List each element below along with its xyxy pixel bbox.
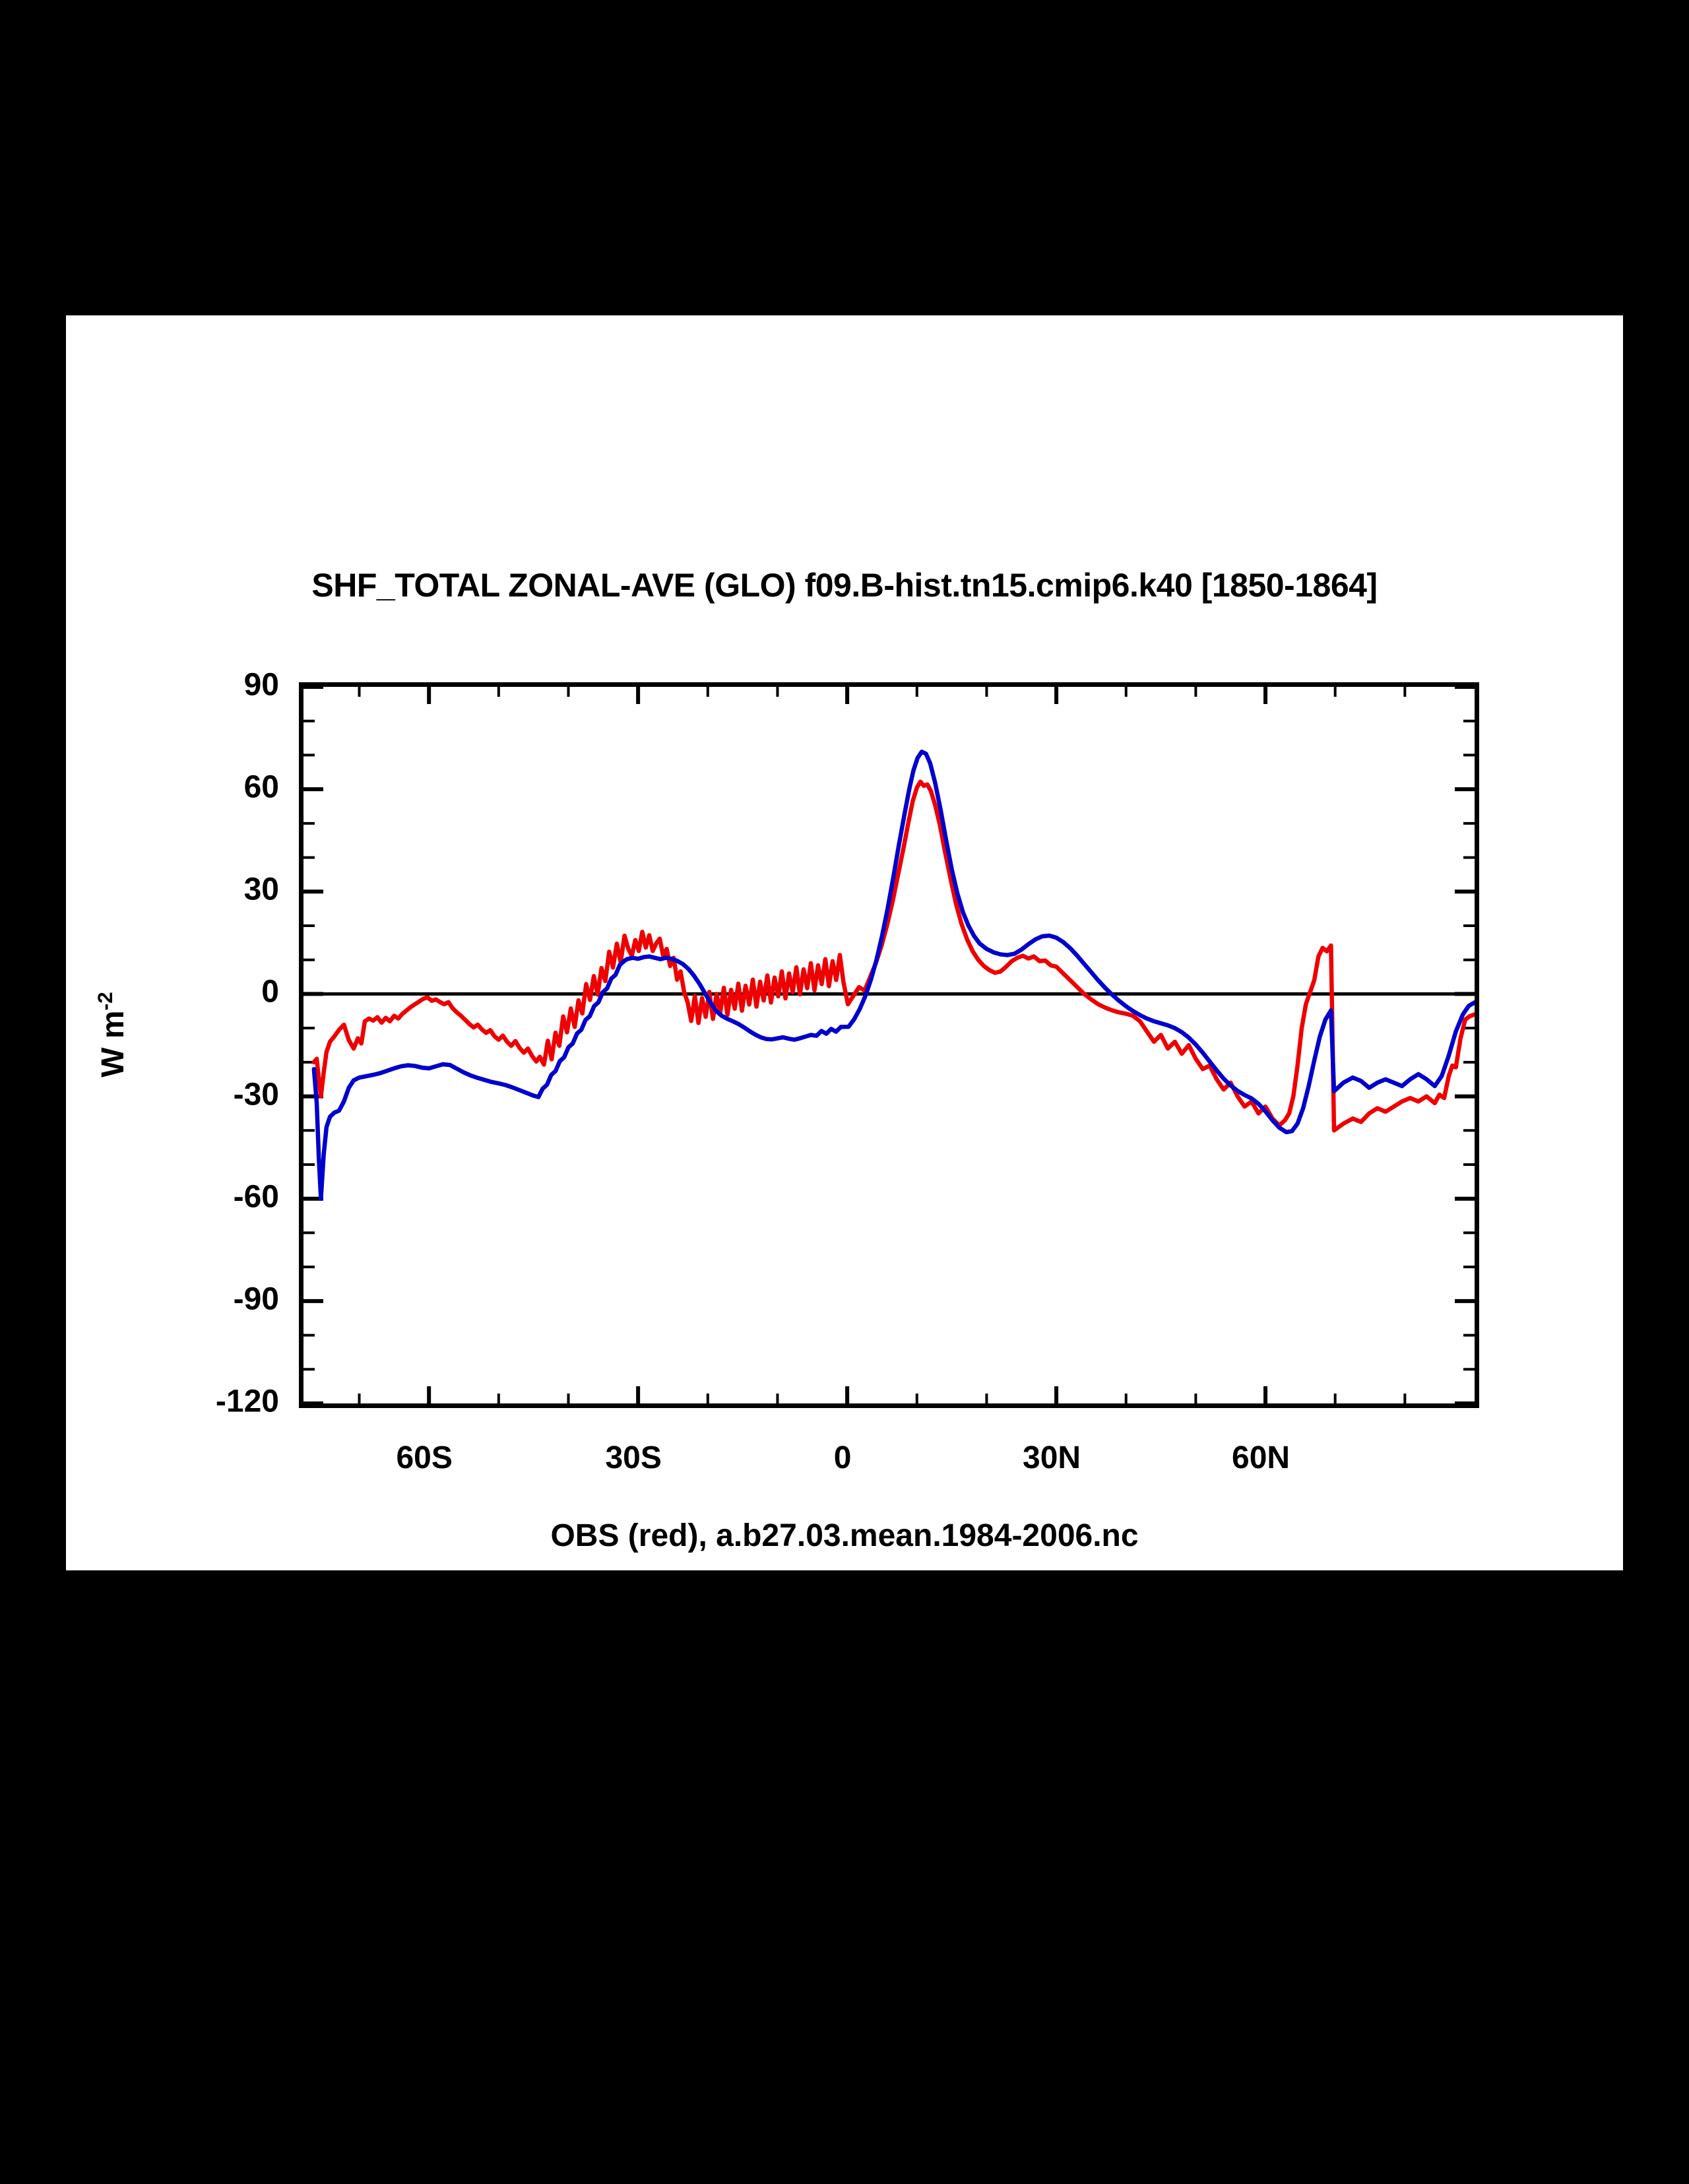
- y-tick-label: 90: [243, 667, 279, 703]
- y-tick-label: 30: [243, 872, 279, 907]
- y-tick-label: -60: [233, 1179, 279, 1215]
- figure-caption: OBS (red), a.b27.03.mean.1984-2006.nc: [550, 1518, 1139, 1553]
- x-tick-label: 0: [833, 1440, 852, 1475]
- y-tick-label: -30: [233, 1077, 279, 1112]
- chart-plot-area: [303, 687, 1475, 1403]
- series-line-obs: [311, 779, 1475, 1133]
- series-line-model: [311, 750, 1475, 1201]
- y-tick-label: 60: [243, 769, 279, 805]
- x-tick-label: 30S: [605, 1440, 662, 1475]
- x-tick-label: 30N: [1023, 1440, 1081, 1475]
- plot-frame: [299, 682, 1479, 1408]
- page-title: SHF_TOTAL ZONAL-AVE (GLO) f09.B-hist.tn1…: [311, 567, 1378, 604]
- x-tick-label: 60N: [1232, 1440, 1291, 1475]
- figure-canvas: SHF_TOTAL ZONAL-AVE (GLO) f09.B-hist.tn1…: [66, 315, 1623, 1570]
- x-tick-label: 60S: [396, 1440, 453, 1475]
- y-tick-label: -120: [215, 1384, 279, 1419]
- y-tick-label: -90: [233, 1281, 279, 1317]
- y-axis-label-text: W m: [96, 1010, 131, 1077]
- y-tick-label: 0: [261, 974, 279, 1010]
- y-axis-label: W m-2: [92, 992, 132, 1077]
